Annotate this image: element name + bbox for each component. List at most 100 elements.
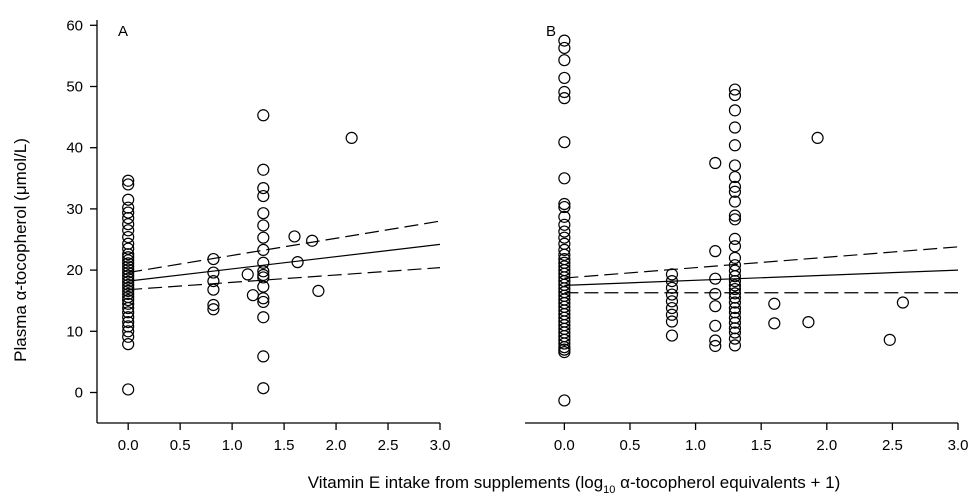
data-point — [122, 269, 135, 282]
data-point — [122, 263, 135, 276]
data-point — [558, 231, 571, 244]
x-tick-label: 1.0 — [222, 437, 243, 454]
data-point — [122, 293, 135, 307]
data-point — [207, 275, 220, 288]
data-point — [558, 237, 571, 250]
data-point — [802, 316, 815, 329]
data-point — [122, 383, 135, 396]
data-point — [665, 295, 679, 308]
y-tick-label: 60 — [66, 17, 83, 34]
data-point — [122, 193, 135, 206]
data-point — [122, 211, 135, 225]
data-point — [207, 252, 220, 266]
data-point — [122, 311, 135, 324]
data-point — [665, 275, 679, 288]
y-tick-label: 10 — [66, 323, 83, 340]
data-point — [122, 284, 135, 298]
data-point — [122, 297, 135, 310]
data-point — [558, 210, 571, 223]
data-point — [728, 287, 742, 300]
panel-label: B — [546, 23, 556, 40]
x-tick-label: 3.0 — [948, 437, 969, 454]
data-point — [709, 334, 722, 347]
data-point — [122, 306, 135, 319]
data-point — [558, 41, 571, 55]
x-axis-title-post: α-tocopherol equivalents + 1) — [615, 473, 840, 492]
data-point — [665, 288, 679, 301]
data-point — [883, 333, 896, 346]
data-point — [122, 254, 135, 267]
y-axis-title: Plasma α-tocopherol (μmol/L) — [11, 138, 30, 362]
data-point — [122, 287, 135, 301]
data-point — [558, 394, 571, 407]
data-point — [257, 256, 270, 269]
data-point — [728, 180, 742, 193]
x-tick-label: 3.0 — [430, 437, 451, 454]
data-point — [122, 316, 135, 329]
data-point — [257, 207, 270, 220]
data-point — [728, 275, 742, 288]
data-point — [291, 256, 304, 269]
data-point — [257, 295, 270, 309]
data-point — [257, 181, 270, 195]
regression-line — [128, 243, 441, 282]
regression-line — [564, 269, 959, 286]
data-point — [728, 282, 742, 296]
data-point — [665, 268, 679, 281]
data-point — [558, 243, 571, 257]
data-point — [207, 283, 220, 296]
data-point — [709, 287, 722, 301]
ci-upper-line — [128, 220, 441, 274]
panel-a: 0.0 0.5 1.0 1.5 2.0 2.5 3.0 0 10 20 30 40 50 60 A — [66, 17, 450, 454]
data-point — [728, 232, 742, 245]
data-point — [558, 346, 571, 359]
x-tick-label: 2.0 — [816, 437, 837, 454]
data-point — [122, 248, 135, 261]
data-point — [257, 311, 270, 324]
data-point — [257, 189, 270, 203]
data-point — [709, 272, 722, 285]
data-point — [288, 230, 301, 243]
data-point — [728, 88, 742, 102]
data-point — [728, 339, 742, 352]
data-point — [558, 34, 571, 47]
data-point — [558, 225, 571, 238]
data-point — [122, 278, 135, 291]
x-tick-label: 0.5 — [620, 437, 641, 454]
data-point — [728, 279, 742, 292]
data-point — [207, 266, 220, 279]
x-tick-label: 2.0 — [326, 437, 347, 454]
data-point — [709, 245, 722, 258]
x-tick-label: 0.5 — [170, 437, 191, 454]
data-point — [811, 131, 824, 145]
data-point — [558, 136, 571, 149]
data-point — [728, 316, 742, 329]
data-point — [257, 280, 270, 293]
data-point — [768, 317, 781, 330]
data-point — [122, 330, 135, 343]
data-point — [728, 195, 742, 208]
data-point — [558, 71, 571, 85]
data-point — [257, 219, 270, 232]
data-point — [728, 251, 742, 264]
data-point — [122, 201, 135, 214]
data-point — [768, 297, 781, 310]
ci-upper-line — [564, 246, 959, 279]
x-axis-title-sub: 10 — [603, 484, 615, 496]
data-point — [709, 300, 722, 313]
data-point — [728, 332, 742, 345]
x-tick-label: 2.5 — [882, 437, 903, 454]
data-point — [122, 230, 135, 244]
data-point — [246, 289, 260, 302]
data-point — [257, 163, 270, 176]
data-point — [122, 266, 135, 279]
data-point — [728, 209, 742, 222]
y-tick-label: 20 — [66, 262, 83, 279]
data-point — [257, 243, 270, 257]
data-point — [665, 308, 679, 321]
data-point — [709, 156, 722, 170]
data-point — [558, 200, 571, 214]
data-point — [558, 218, 571, 231]
data-point — [728, 139, 742, 152]
x-tick-label: 1.5 — [274, 437, 295, 454]
